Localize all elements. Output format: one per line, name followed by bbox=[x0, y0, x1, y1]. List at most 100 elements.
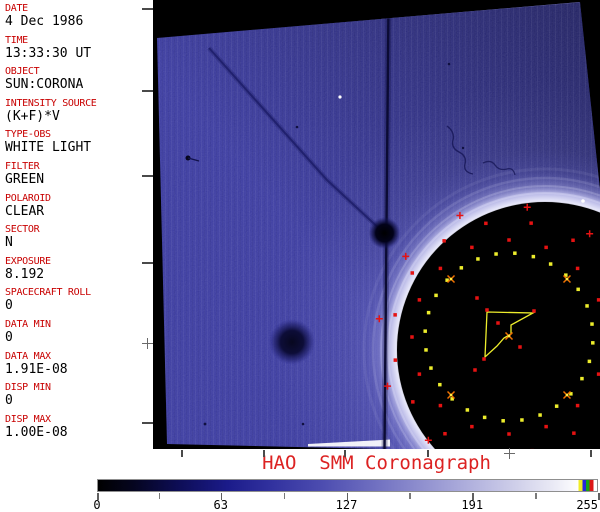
field-filter: FILTER GREEN bbox=[5, 160, 153, 187]
marker-red-outer-ring bbox=[572, 431, 576, 435]
pylon-shadow-diagonal bbox=[208, 47, 385, 234]
marker-red-mid-ring bbox=[507, 238, 511, 242]
marker-x-fiducial-core bbox=[449, 393, 453, 397]
field-label: DATE bbox=[5, 3, 28, 14]
field-exposure: EXPOSURE 8.192 bbox=[5, 255, 153, 282]
bottom-axis-tick bbox=[427, 450, 429, 457]
colorbar bbox=[97, 479, 598, 492]
marker-x-fiducial-core bbox=[565, 393, 569, 397]
colorbar-tick bbox=[220, 493, 223, 500]
marker-yellow-dot-ring bbox=[580, 376, 584, 381]
field-value: N bbox=[5, 235, 13, 251]
marker-yellow-dot-ring bbox=[501, 419, 505, 423]
left-axis-plus bbox=[142, 338, 153, 349]
field-label: TYPE-OBS bbox=[5, 129, 51, 141]
marker-yellow-dot-ring bbox=[591, 341, 595, 345]
colorbar-minor-tick bbox=[283, 493, 286, 499]
marker-x-fiducial-core bbox=[507, 334, 511, 338]
marker-red-mid-ring bbox=[544, 245, 548, 250]
marker-red-mid-ring bbox=[438, 266, 443, 271]
marker-yellow-dot-ring bbox=[429, 366, 433, 370]
bottom-edge-flare bbox=[308, 439, 390, 447]
field-value: 0 bbox=[5, 298, 13, 314]
field-disp-max: DISP MAX 1.00E-08 bbox=[5, 413, 153, 440]
field-label: OBJECT bbox=[5, 66, 40, 78]
field-time: TIME 13:33:30 UT bbox=[5, 34, 153, 61]
marker-yellow-dot-ring bbox=[564, 273, 568, 277]
marker-yellow-dot-ring bbox=[569, 392, 573, 396]
marker-yellow-dot-ring bbox=[520, 418, 524, 422]
marker-yellow-dot-ring bbox=[587, 359, 592, 364]
occulter-ball-shadow bbox=[368, 217, 401, 249]
marker-yellow-dot-ring bbox=[554, 404, 559, 408]
colorbar-tick bbox=[346, 493, 349, 500]
field-value: (K+F)*V bbox=[5, 108, 60, 124]
marker-yellow-dot-ring bbox=[585, 304, 589, 308]
marker-yellow-dot-ring bbox=[482, 415, 487, 420]
field-object: OBJECT SUN:CORONA bbox=[5, 65, 153, 92]
marker-yellow-dot-ring bbox=[590, 322, 594, 326]
colorbar-tick bbox=[598, 493, 600, 500]
marker-red-mid-ring bbox=[544, 424, 548, 429]
field-label: SECTOR bbox=[5, 224, 40, 236]
dark-blob bbox=[269, 319, 315, 365]
bottom-axis-plus bbox=[504, 448, 515, 459]
marker-overlay bbox=[375, 203, 600, 453]
marker-yellow-dot-ring bbox=[513, 251, 517, 255]
field-type-obs: TYPE-OBS WHITE LIGHT bbox=[5, 128, 153, 155]
colorbar-tick bbox=[97, 493, 99, 500]
field-value: WHITE LIGHT bbox=[5, 140, 92, 156]
marker-yellow-dot-ring bbox=[434, 293, 438, 298]
marker-dot bbox=[496, 321, 500, 325]
marker-dot bbox=[518, 345, 522, 349]
marker-red-cross-ring bbox=[375, 315, 383, 323]
marker-red-cross-ring bbox=[402, 252, 410, 260]
field-sector: SECTOR N bbox=[5, 223, 153, 250]
marker-yellow-dot-ring bbox=[494, 252, 498, 256]
field-date: DATE 4 Dec 1986 bbox=[5, 2, 153, 29]
marker-yellow-dot-ring bbox=[459, 266, 464, 270]
image-title: HAO SMM Coronagraph bbox=[262, 452, 491, 474]
marker-red-mid-ring bbox=[438, 403, 443, 408]
field-disp-min: DISP MIN 0 bbox=[5, 381, 153, 408]
field-value: 1.00E-08 bbox=[5, 424, 68, 440]
dark-specks bbox=[203, 62, 465, 426]
marker-yellow-dot-ring bbox=[426, 310, 431, 315]
marker-red-cross-ring bbox=[586, 230, 594, 238]
field-label: EXPOSURE bbox=[5, 255, 51, 267]
colorbar-tick-label: 0 bbox=[93, 498, 101, 512]
fiber-artifact bbox=[482, 160, 516, 176]
field-value: 0 bbox=[5, 329, 13, 345]
colorbar-tick bbox=[472, 493, 474, 500]
field-polaroid: POLAROID CLEAR bbox=[5, 192, 153, 219]
marker-red-outer-ring bbox=[393, 358, 398, 362]
marker-yellow-dot-ring bbox=[576, 287, 580, 292]
field-value: SUN:CORONA bbox=[5, 77, 84, 93]
field-data-max: DATA MAX 1.91E-08 bbox=[5, 350, 153, 377]
field-value: GREEN bbox=[5, 171, 45, 187]
marker-red-mid-ring bbox=[410, 335, 414, 339]
diffraction-ring bbox=[371, 176, 600, 449]
marker-red-mid-ring bbox=[470, 424, 474, 429]
marker-red-mid-ring bbox=[417, 372, 422, 376]
marker-red-outer-ring bbox=[443, 431, 447, 436]
field-value: 1.91E-08 bbox=[5, 361, 68, 377]
dust-speck-tail bbox=[187, 157, 200, 162]
marker-dot bbox=[532, 309, 536, 313]
marker-red-outer-ring bbox=[484, 221, 488, 226]
fiber-artifact bbox=[446, 125, 474, 175]
marker-yellow-dot-ring bbox=[538, 413, 542, 417]
marker-red-mid-ring bbox=[575, 403, 580, 408]
marker-x-fiducial-core bbox=[565, 277, 569, 281]
marker-yellow-dot-ring bbox=[465, 408, 470, 412]
marker-red-cross-ring bbox=[424, 436, 432, 444]
field-value: 0 bbox=[5, 393, 13, 409]
marker-red-outer-ring bbox=[442, 239, 446, 243]
bottom-axis-tick bbox=[590, 450, 592, 457]
marker-red-mid-ring bbox=[575, 266, 580, 271]
marker-red-mid-ring bbox=[507, 432, 511, 436]
field-label: POLAROID bbox=[5, 192, 51, 204]
bottom-axis-tick bbox=[344, 450, 346, 457]
marker-red-mid-ring bbox=[596, 372, 600, 376]
colorbar-minor-tick bbox=[158, 493, 161, 499]
